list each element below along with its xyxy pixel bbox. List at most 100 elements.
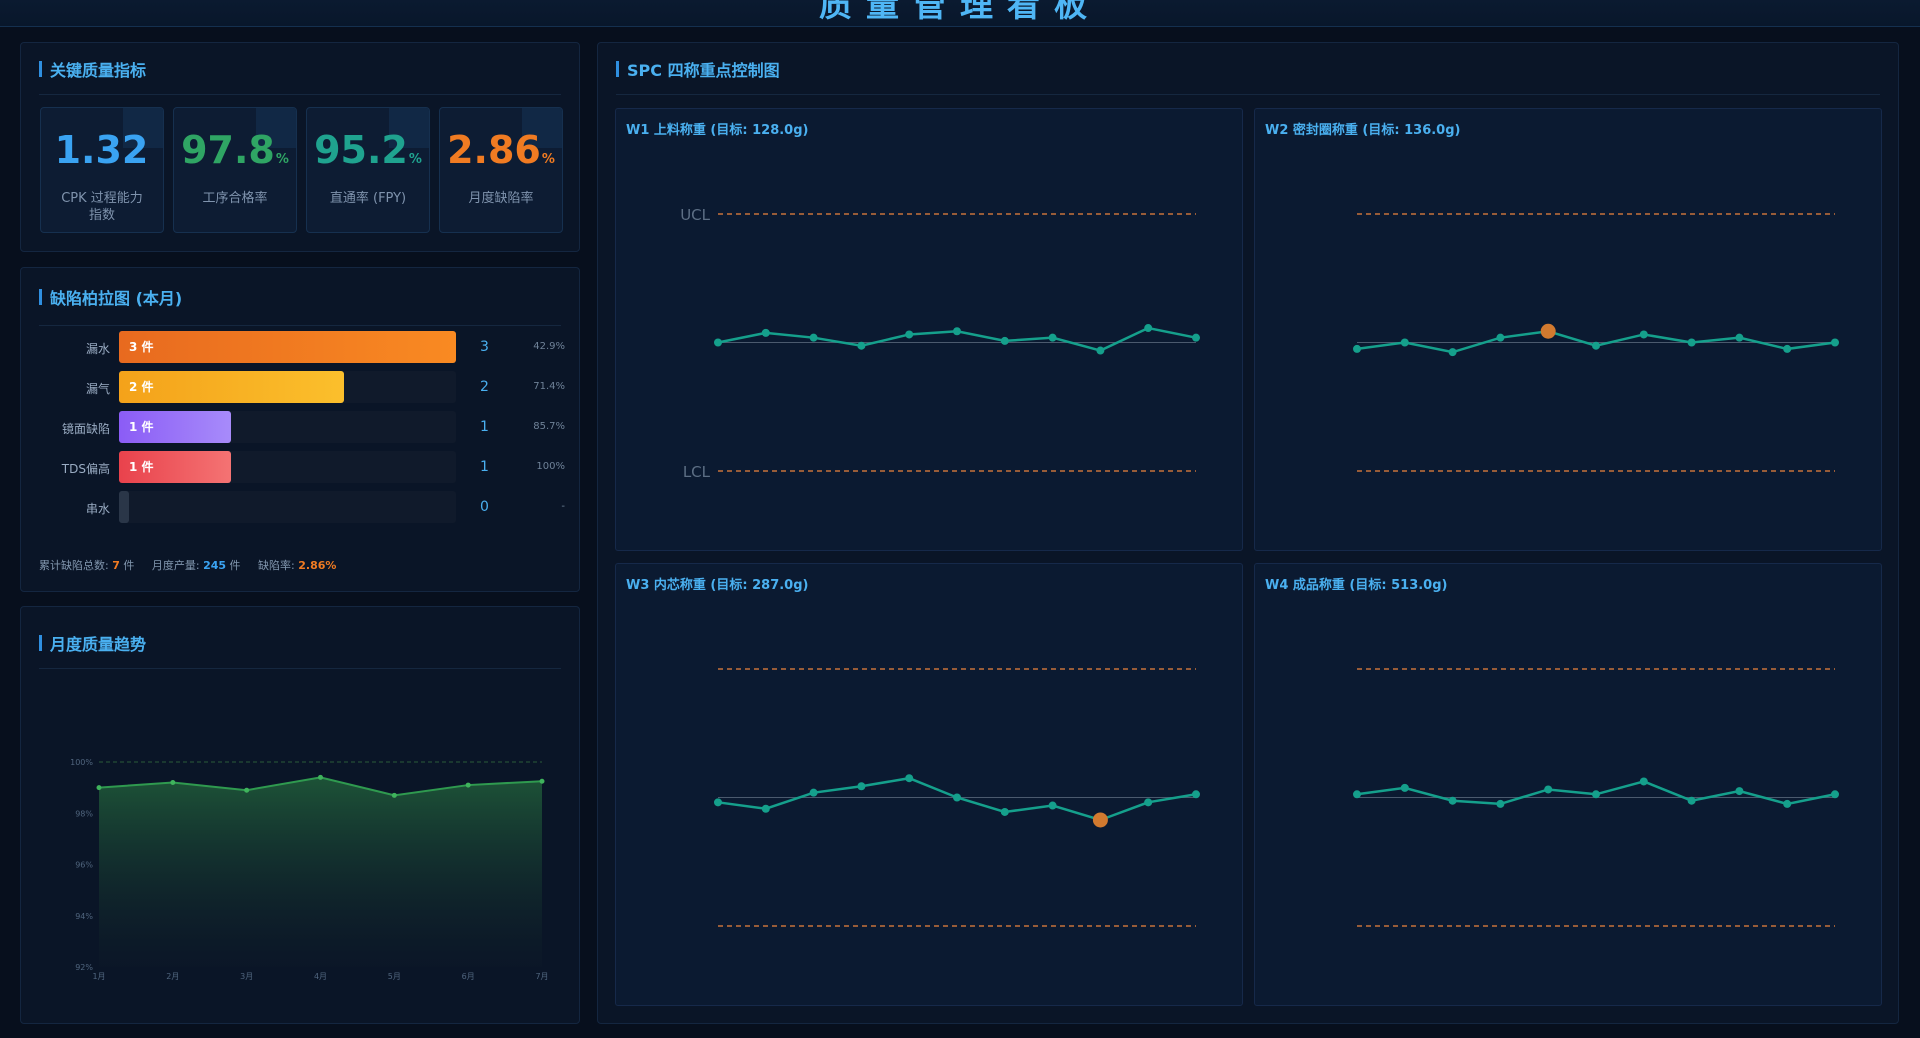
spc-point [857, 341, 866, 350]
trend-point [244, 787, 250, 793]
spc-point [1400, 338, 1409, 347]
spc-chart [1353, 668, 1839, 927]
pareto-panel-title: 缺陷柏拉图 (本月) [50, 288, 183, 308]
y-tick-label: 94% [75, 912, 93, 921]
y-tick-label: 98% [75, 809, 93, 818]
title-accent-bar [39, 634, 42, 651]
pareto-row: TDS偏高 1 件 1 100% [40, 451, 565, 483]
kpi-card-decoration [123, 108, 163, 148]
spc-point [1448, 796, 1457, 805]
defect-name: 串水 [85, 502, 110, 516]
defect-name: 镜面缺陷 [61, 422, 110, 436]
kpi-card-decoration [522, 108, 562, 148]
pareto-panel-header: 缺陷柏拉图 (本月) [39, 268, 561, 326]
spc-point [857, 782, 866, 791]
defect-name: 漏水 [85, 342, 110, 356]
x-tick-label: 4月 [314, 972, 327, 981]
trend-point [465, 782, 471, 788]
kpi-card: 1.32 CPK 过程能力指数 [40, 107, 164, 233]
spc-point [1400, 783, 1409, 792]
trend-point [318, 774, 323, 780]
spc-point [761, 328, 770, 337]
spc-point [1144, 798, 1153, 807]
spc-alert-point [1540, 323, 1556, 339]
pareto-bar: 2 件 [119, 371, 344, 403]
spc-point [1831, 790, 1839, 799]
spc-point [1544, 785, 1553, 794]
spc-point [905, 774, 914, 783]
defect-name: 漏气 [85, 382, 110, 396]
x-tick-label: 7月 [535, 972, 548, 981]
spc-point [809, 333, 818, 342]
pareto-bar [119, 491, 129, 523]
kpi-label: 直通率 (FPY) [329, 191, 407, 206]
kpi-value-unit: % [408, 152, 422, 167]
trend-chart: 92% 94% 96% 98% 100% 1月 2月 3月 4月 5月 6月 7月 [70, 758, 548, 981]
kpi-value-number: 2.86 [447, 128, 541, 172]
ucl-label: UCL [680, 206, 710, 224]
cumulative-percent: 100% [536, 461, 565, 472]
spc-point [1496, 799, 1505, 808]
spc-chart-title: W3 内芯称重 (目标: 287.0g) [626, 578, 809, 593]
total-defects-value: 7 [112, 559, 120, 572]
title-accent-bar [39, 288, 42, 305]
spc-chart-title: W1 上料称重 (目标: 128.0g) [626, 123, 809, 138]
pareto-bar: 3 件 [119, 331, 456, 363]
total-defects-label: 累计缺陷总数: [39, 559, 109, 572]
spc-point [1448, 348, 1457, 357]
spc-chart-title: W4 成品称重 (目标: 513.0g) [1265, 578, 1448, 593]
page-title: 质量管理看板 [819, 0, 1101, 24]
spc-point [1592, 790, 1600, 799]
y-tick-label: 96% [75, 861, 93, 870]
spc-point [1687, 796, 1696, 805]
monthly-output-value: 245 [203, 559, 227, 572]
defect-count: 3 [480, 339, 489, 355]
spc-point [1783, 799, 1792, 808]
kpi-panel-header: 关键质量指标 [39, 43, 561, 95]
pareto-bar-track: 1 件 [119, 411, 456, 443]
kpi-card: 2.86% 月度缺陷率 [439, 107, 563, 233]
trend-panel: 月度质量趋势 92% 94% 96% 98% 100% 1月 2月 3月 4月 5月 6月 7月 [20, 606, 580, 1024]
spc-point [1000, 336, 1009, 345]
trend-point [391, 792, 397, 798]
total-defects-unit: 件 [123, 559, 135, 572]
spc-chart-card: W4 成品称重 (目标: 513.0g) [1254, 563, 1882, 1006]
trend-panel-title: 月度质量趋势 [50, 634, 147, 654]
pareto-row: 漏气 2 件 2 71.4% [40, 371, 565, 403]
spc-point [953, 793, 961, 802]
spc-point [1592, 341, 1600, 350]
spc-point [1144, 324, 1153, 333]
spc-point [809, 788, 818, 797]
spc-point [1192, 333, 1200, 342]
x-tick-label: 3月 [240, 972, 253, 981]
kpi-card: 95.2% 直通率 (FPY) [306, 107, 430, 233]
spc-point [714, 338, 722, 347]
spc-point [1353, 344, 1361, 353]
top-header: 质量管理看板 [0, 0, 1920, 27]
pareto-bar-track: 1 件 [119, 451, 456, 483]
kpi-value-number: 1.32 [54, 128, 149, 172]
x-tick-label: 1月 [92, 972, 105, 981]
defect-count: 0 [480, 499, 489, 515]
spc-point [1000, 807, 1009, 816]
spc-point [1096, 346, 1105, 355]
spc-chart-title: W2 密封圈称重 (目标: 136.0g) [1265, 123, 1461, 138]
kpi-value: 1.32 [41, 128, 163, 182]
pareto-summary: 累计缺陷总数: 7 件 月度产量: 245 件 缺陷率: 2.86% [39, 557, 336, 573]
spc-point [1831, 338, 1839, 347]
kpi-panel-title: 关键质量指标 [50, 60, 147, 80]
defect-count: 2 [480, 379, 489, 395]
cumulative-percent: - [561, 501, 565, 512]
kpi-value-number: 95.2 [314, 128, 408, 172]
pareto-row: 串水 0 - [40, 491, 565, 523]
spc-point [1496, 333, 1505, 342]
defect-count: 1 [480, 419, 489, 435]
x-tick-label: 2月 [166, 972, 179, 981]
spc-point [1048, 333, 1057, 342]
kpi-value: 95.2% [307, 128, 429, 182]
x-tick-label: 6月 [462, 972, 475, 981]
kpi-card: 97.8% 工序合格率 [173, 107, 297, 233]
defect-rate-label: 缺陷率: [258, 559, 295, 572]
trend-area [99, 777, 542, 967]
spc-point [1353, 790, 1361, 799]
